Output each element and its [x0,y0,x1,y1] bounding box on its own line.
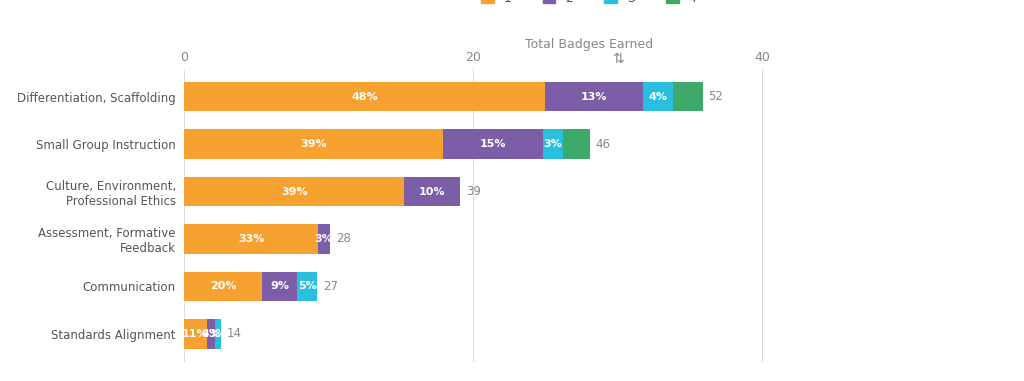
Text: 5%: 5% [298,282,316,291]
Text: 27: 27 [323,280,338,293]
Text: ⇅: ⇅ [612,52,624,66]
Bar [317,224,330,254]
Text: 4%: 4% [648,91,667,102]
Bar [184,82,545,111]
Text: 39: 39 [466,185,481,198]
Text: 10%: 10% [419,187,445,197]
Text: 14: 14 [226,327,242,340]
Text: 52: 52 [709,90,723,103]
Legend: 1, 2, 3, 4: 1, 2, 3, 4 [476,0,701,10]
Bar [404,177,461,206]
Text: 9%: 9% [270,282,290,291]
Text: 3%: 3% [314,234,333,244]
Bar [184,319,207,349]
Bar [642,82,673,111]
Bar [184,224,317,254]
Text: 15%: 15% [480,139,507,149]
Bar [563,130,590,159]
Text: 11%: 11% [182,329,209,339]
Bar [184,130,443,159]
Text: 20%: 20% [210,282,237,291]
Bar [262,272,297,301]
Text: 39%: 39% [301,139,328,149]
Bar [443,130,543,159]
Text: 4%: 4% [201,329,220,339]
Bar [543,130,563,159]
Bar [184,177,404,206]
Text: 28: 28 [336,232,350,245]
Text: 3%: 3% [208,329,227,339]
Text: 48%: 48% [351,91,378,102]
Text: 3%: 3% [544,139,562,149]
Bar [184,272,262,301]
Bar [297,272,317,301]
Text: 13%: 13% [581,91,607,102]
Bar [673,82,702,111]
Text: 46: 46 [595,138,610,150]
Bar [215,319,221,349]
X-axis label: Total Badges Earned: Total Badges Earned [524,38,653,51]
Bar [207,319,215,349]
Text: 33%: 33% [238,234,264,244]
Text: 39%: 39% [281,187,307,197]
Bar [545,82,642,111]
